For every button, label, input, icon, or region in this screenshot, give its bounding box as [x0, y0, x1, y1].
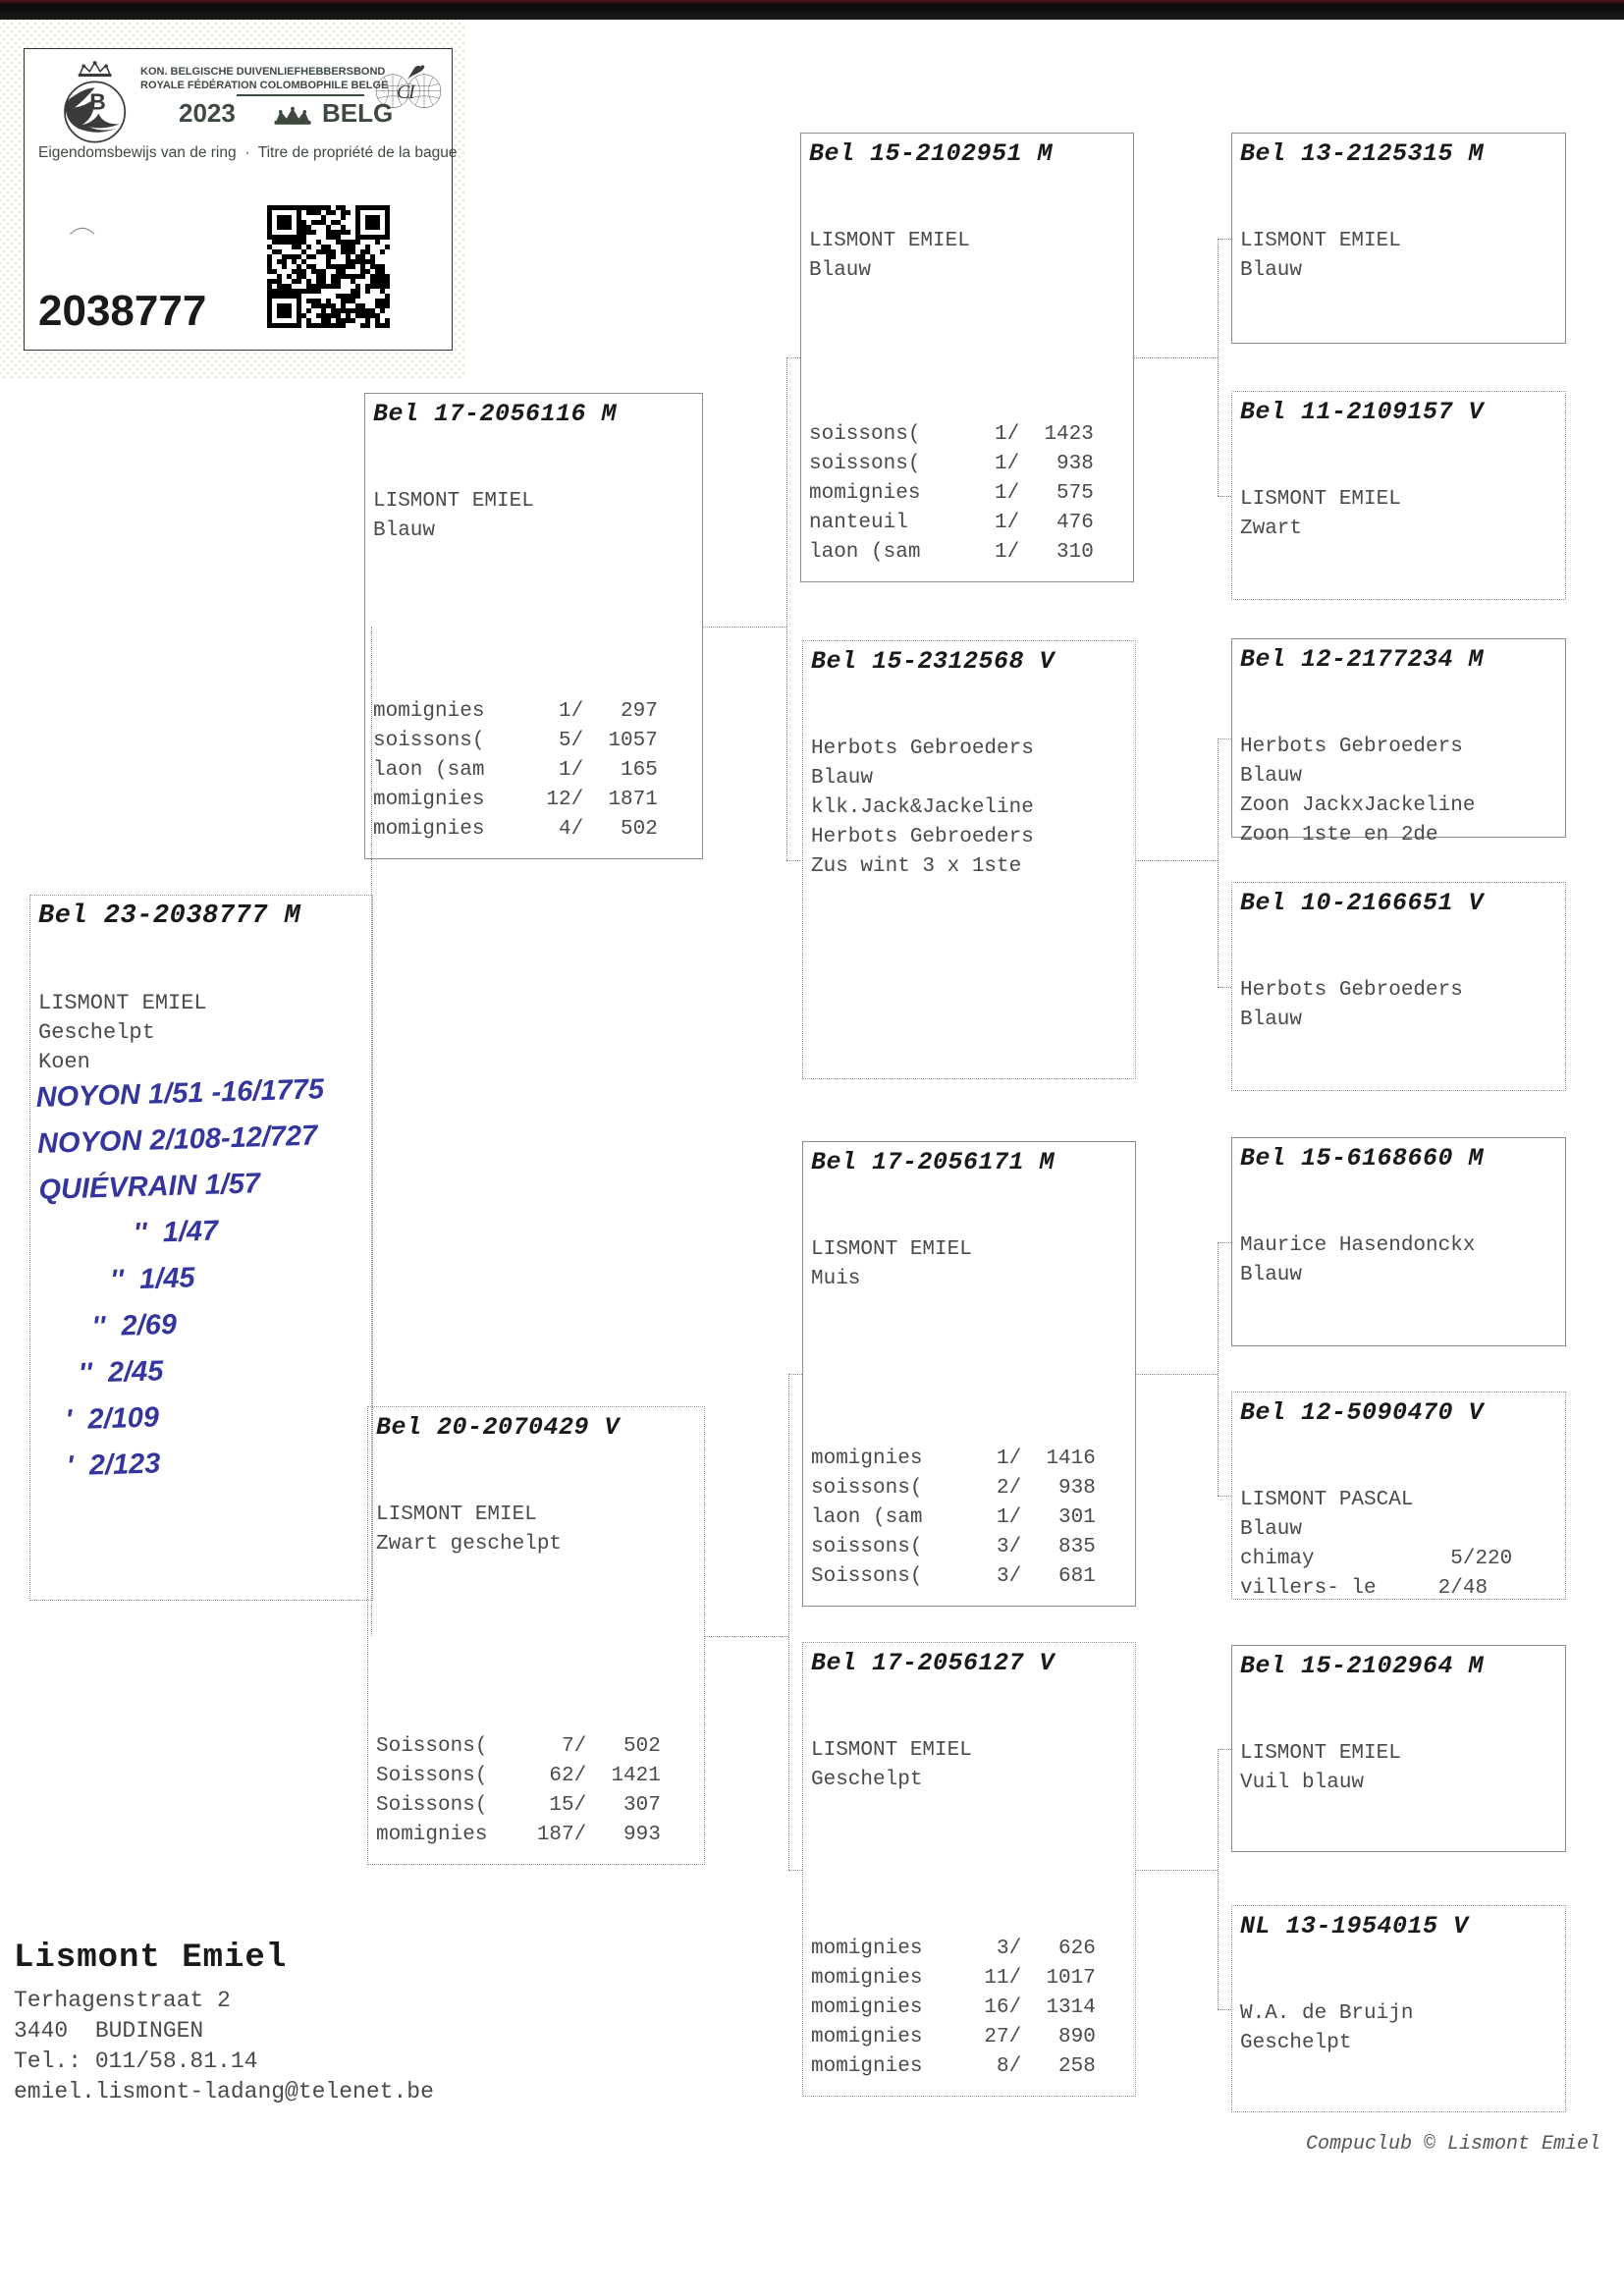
- svg-text:B: B: [89, 89, 106, 115]
- svg-text:I: I: [407, 82, 416, 103]
